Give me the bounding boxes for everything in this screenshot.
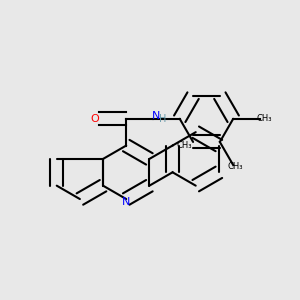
Text: CH₃: CH₃ xyxy=(257,114,272,123)
Text: CH₃: CH₃ xyxy=(228,162,243,171)
Text: N: N xyxy=(152,111,161,122)
Text: H: H xyxy=(159,114,166,124)
Text: O: O xyxy=(91,114,99,124)
Text: N: N xyxy=(122,197,130,207)
Text: CH₃: CH₃ xyxy=(176,141,192,150)
